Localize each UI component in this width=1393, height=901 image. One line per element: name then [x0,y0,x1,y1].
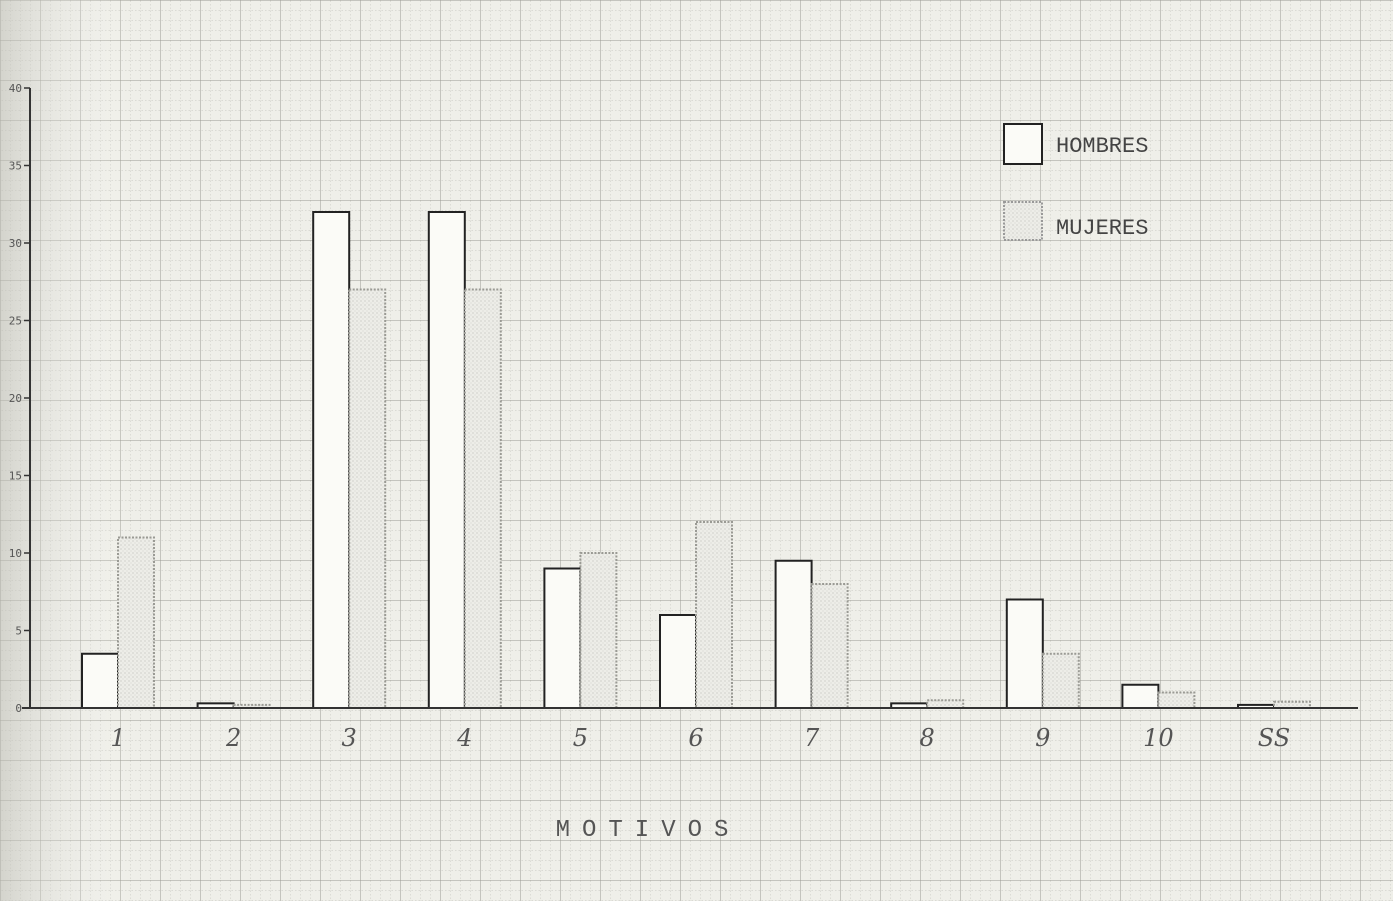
x-tick-label: 1 [110,724,125,752]
bar-mujeres-10 [1157,691,1196,709]
legend-swatch-mujeres [1003,201,1043,241]
bar-hombres-4 [427,211,466,709]
x-axis: 1 2 3 4 5 6 7 8 9 10 SS [22,707,1358,752]
x-tick-label: 5 [573,724,588,752]
x-tick-label: 7 [804,724,820,752]
y-tick-label: 30 [9,237,22,250]
y-tick-label: 25 [9,315,22,328]
bar-mujeres-8 [926,699,965,709]
bar-mujeres-5 [579,552,618,709]
y-tick-label: 20 [9,392,22,405]
bar-mujeres-6 [695,521,733,709]
y-tick-label: 40 [9,82,22,95]
bar-hombres-6 [659,614,697,709]
bar-hombres-10 [1121,683,1160,709]
legend: HOMBRES MUJERES [1003,123,1148,241]
y-axis: 0 5 10 15 20 25 30 35 40 [9,82,31,715]
x-tick-label: 8 [920,724,935,752]
bar-mujeres-1 [117,536,155,709]
x-tick-label: 4 [456,724,472,752]
x-tick-label: 9 [1035,724,1050,752]
x-tick-label: 2 [225,724,241,752]
y-tick-label: 15 [9,470,22,483]
y-tick-label: 10 [9,547,22,560]
legend-label-mujeres: MUJERES [1056,216,1148,241]
bar-mujeres-4 [463,288,502,709]
x-tick-label: 6 [688,724,703,752]
bar-hombres-9 [1005,598,1044,709]
x-tick-label: 3 [342,724,357,752]
x-tick-label: 10 [1143,724,1174,752]
bar-hombres-3 [312,211,351,709]
bar-hombres-5 [543,567,582,709]
y-tick-label: 0 [15,702,22,715]
bar-hombres-7 [774,559,813,709]
y-tick-label: 35 [9,160,22,173]
legend-swatch-hombres [1003,123,1043,165]
x-tick-label: SS [1258,724,1290,752]
bar-mujeres-7 [810,583,849,709]
bar-hombres-1 [81,652,119,709]
y-tick-label: 5 [15,625,22,638]
page-shadow [0,0,130,901]
bars-group [81,211,1311,710]
bar-mujeres-9 [1041,652,1080,709]
legend-label-hombres: HOMBRES [1056,134,1148,159]
x-axis-label: MOTIVOS [556,817,741,844]
bar-mujeres-3 [348,288,387,709]
